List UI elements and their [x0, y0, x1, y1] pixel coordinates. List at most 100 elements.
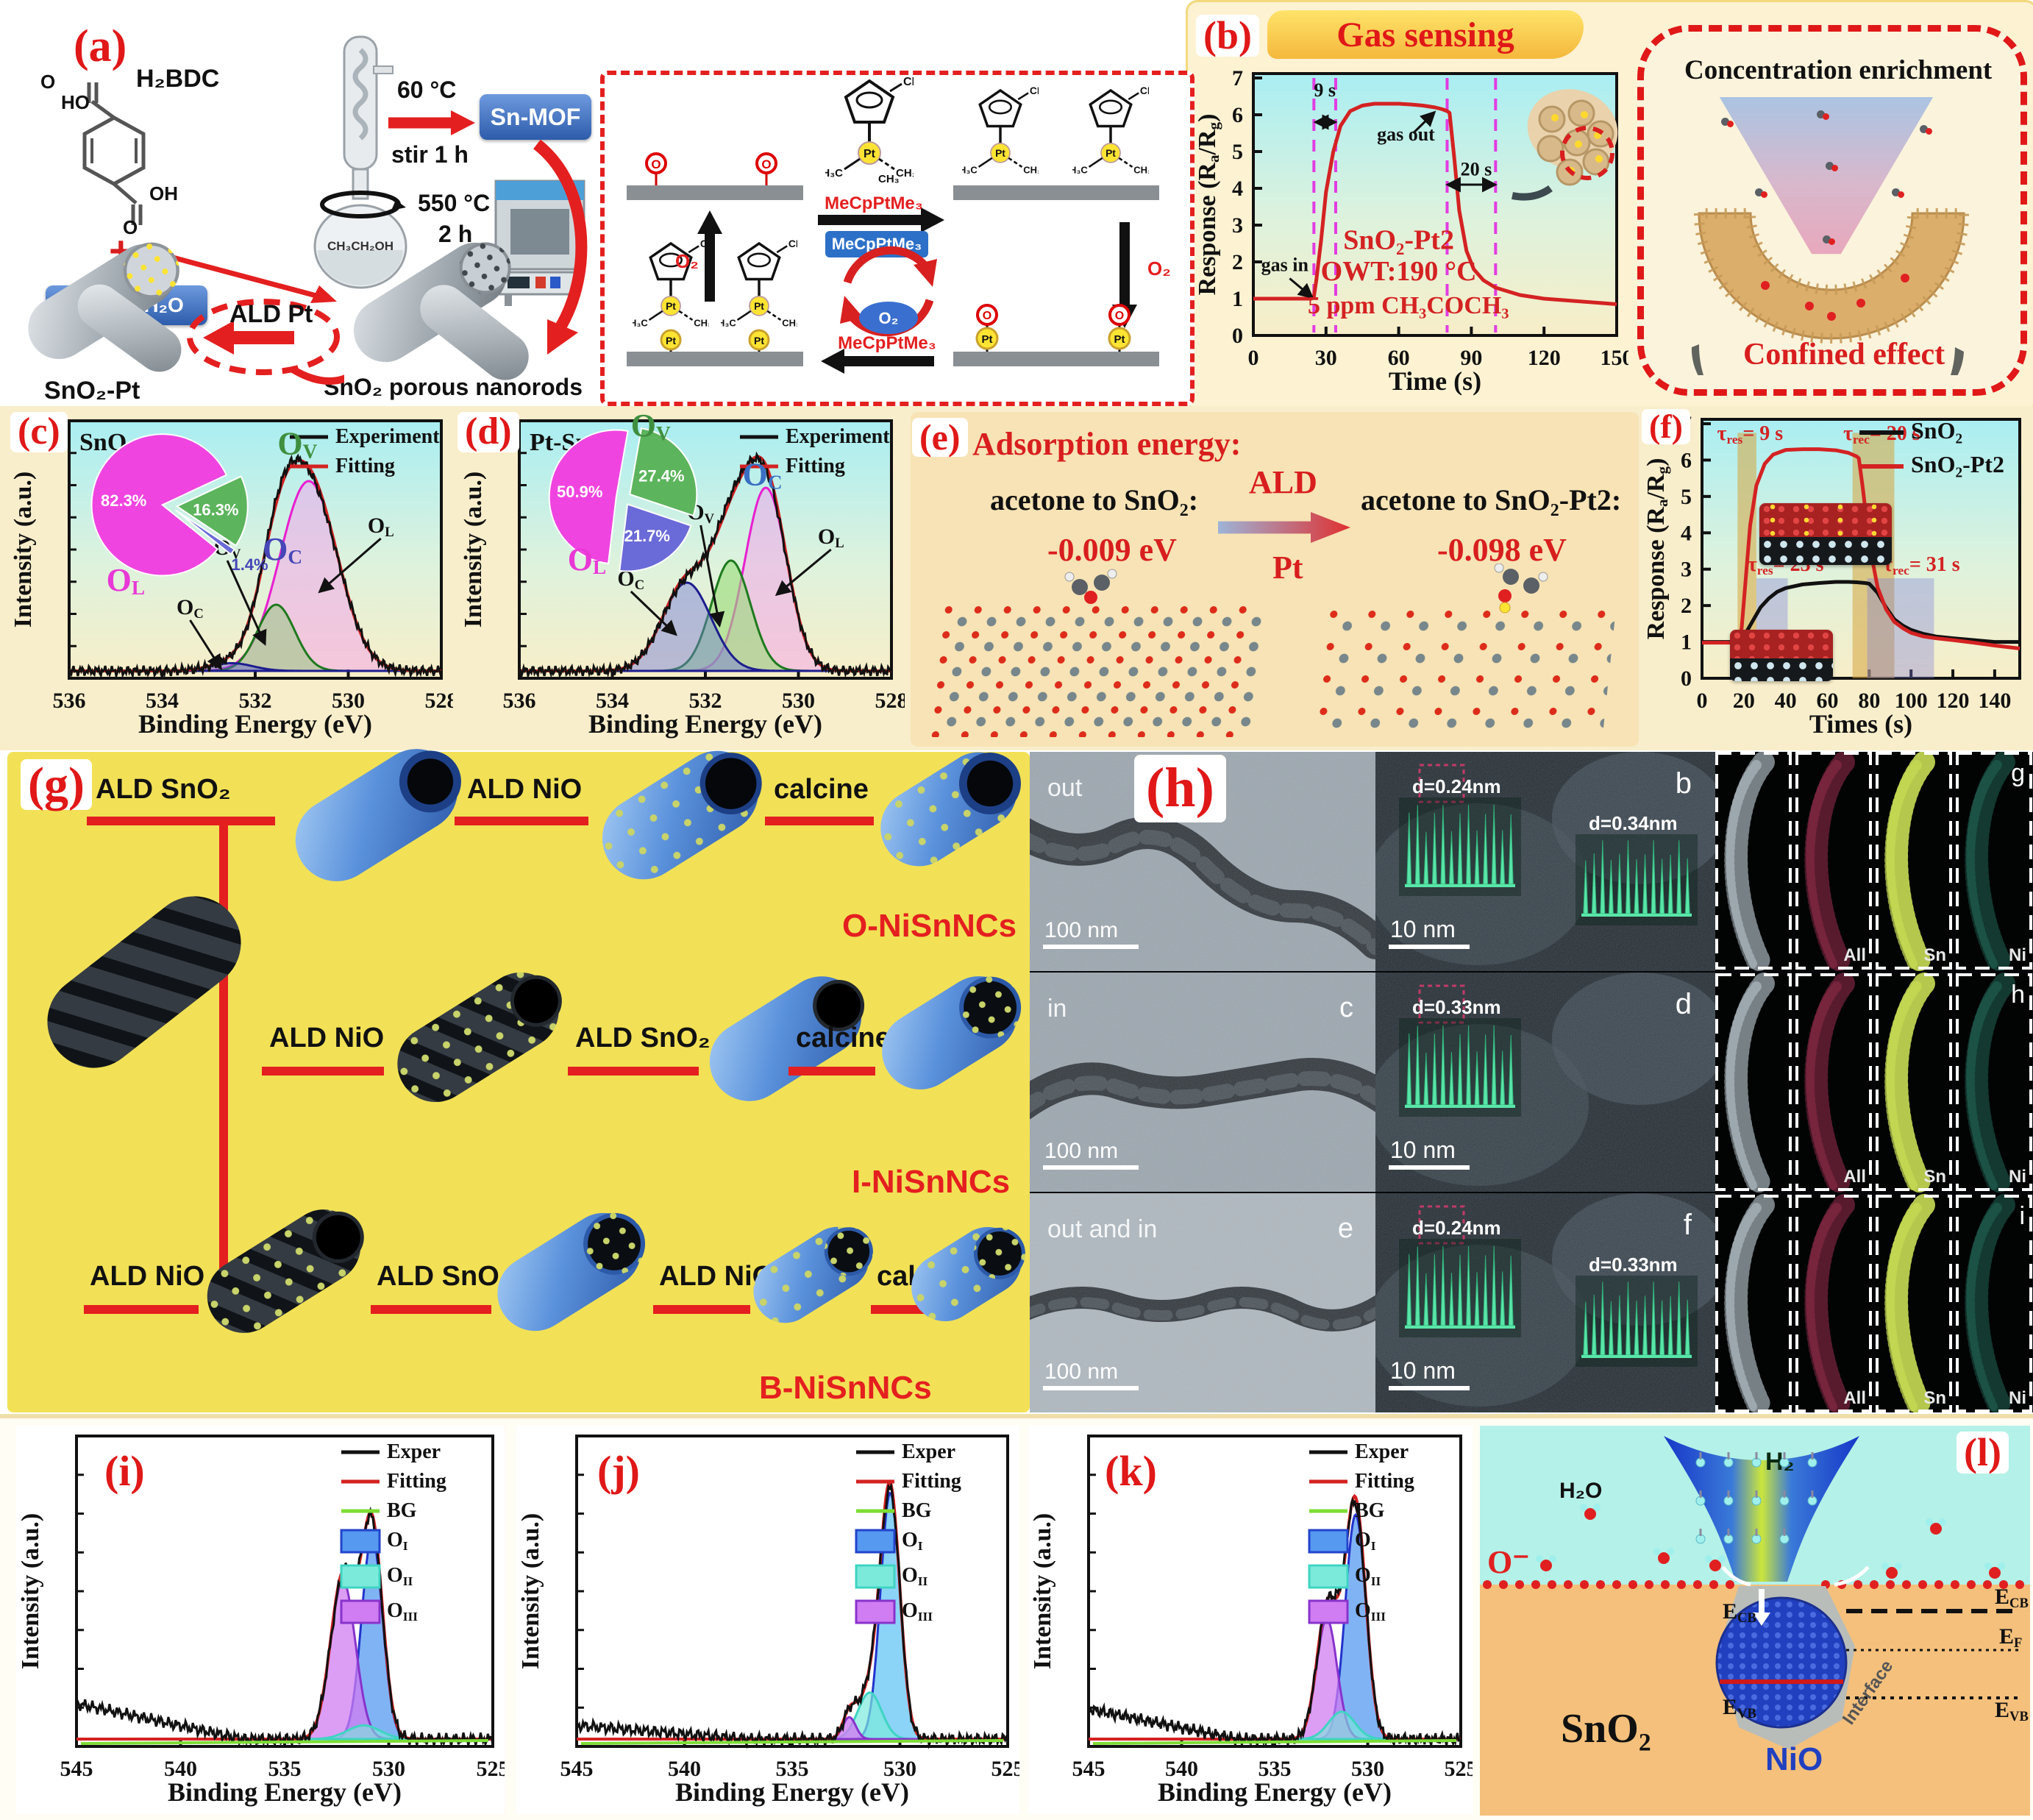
svg-text:OC: OC [177, 595, 204, 622]
sno2pt-label: SnO₂-Pt [44, 377, 140, 405]
flow-line [568, 1067, 699, 1076]
sno2-pt2-lattice [1315, 609, 1617, 736]
svg-text:545: 545 [560, 1757, 594, 1781]
svg-text:100 nm: 100 nm [1044, 1139, 1118, 1163]
svg-text:80: 80 [1858, 689, 1880, 713]
svg-text:SnO₂: SnO₂ [1911, 417, 1962, 444]
svg-text:OII: OII [387, 1564, 413, 1588]
svg-text:d=0.34nm: d=0.34nm [1589, 812, 1678, 834]
svg-text:20: 20 [1733, 689, 1755, 713]
panel-c-label: (c) [10, 411, 68, 452]
svg-text:d=0.33nm: d=0.33nm [1589, 1254, 1678, 1276]
element-maps: All Sn Ni g All Sn Ni h All Sn Ni i [1715, 752, 2032, 1412]
svg-text:OC: OC [743, 457, 783, 494]
panel-b-gas-sensing: Gas sensing (b) 0 30 60 90 120 150 0 1 2 3 4 5 6 7 Tim… [1190, 4, 1631, 406]
panel-g-label: (g) [21, 759, 92, 810]
panel-j-chart: 545 540 535 530 525 Binding Energy (eV) Intens… [517, 1435, 1025, 1807]
svg-text:540: 540 [164, 1757, 197, 1781]
svg-text:535: 535 [268, 1757, 302, 1781]
svg-text:All: All [1843, 1167, 1866, 1187]
svg-text:545: 545 [1072, 1757, 1105, 1781]
svg-text:2: 2 [1232, 250, 1243, 274]
svg-text:530: 530 [332, 689, 365, 713]
svg-text:OWT:190 °C: OWT:190 °C [1321, 256, 1477, 287]
step-ald-sno2-r3: ALD SnO₂ [377, 1261, 512, 1292]
svg-text:Fitting: Fitting [387, 1470, 446, 1493]
panel-e-adsorption: (e) Adsorption energy: acetone to SnO₂: … [911, 412, 1639, 747]
svg-text:O₂: O₂ [1147, 257, 1171, 280]
flask-condenser: CH₃CH₂OH [313, 35, 407, 289]
panel-a-synthesis: (a) HO OH O O H₂BDC + SnCl₂·2H₂O [0, 0, 597, 406]
svg-text:OV: OV [277, 426, 317, 463]
panel-d-chart: 536 534 532 530 528 Binding Energy (eV) Intens… [460, 408, 908, 739]
panel-a-label: (a) [74, 21, 127, 71]
svg-text:50.9%: 50.9% [557, 483, 602, 501]
svg-text:Fitting: Fitting [1355, 1470, 1414, 1493]
svg-text:100: 100 [1895, 689, 1928, 713]
slab-bottom [1759, 537, 1892, 565]
svg-text:OL: OL [107, 562, 145, 599]
svg-text:Binding Energy (eV): Binding Energy (eV) [675, 1777, 909, 1807]
svg-text:5 ppm CH₃COCH₃: 5 ppm CH₃COCH₃ [1308, 292, 1509, 319]
gas-molecule [1826, 162, 1838, 171]
h2bdc-structure: HO OH O O [40, 71, 178, 238]
svg-text:536: 536 [503, 689, 536, 713]
slab-top [1730, 630, 1833, 658]
svg-text:O: O [761, 157, 771, 171]
svg-text:5: 5 [1232, 140, 1243, 164]
svg-text:Experiment: Experiment [786, 425, 890, 448]
svg-text:MeCpPtMe₃: MeCpPtMe₃ [825, 193, 923, 213]
svg-text:Sn: Sn [1923, 1167, 1946, 1187]
svg-text:OL: OL [818, 525, 844, 551]
svg-text:O: O [1115, 310, 1124, 322]
svg-text:9 s: 9 s [1314, 79, 1336, 101]
svg-text:SnO₂: SnO₂ [1561, 1706, 1651, 1752]
ald-cycle-diagram: O O CH₃ MeCpPtMe₃ MeCpPtMe₃ O₂ [627, 75, 1171, 374]
svg-text:EVB: EVB [1723, 1695, 1756, 1721]
svg-text:Fitting: Fitting [786, 455, 845, 477]
step-ald-sno2-r2: ALD SnO₂ [575, 1023, 711, 1053]
svg-text:Pt: Pt [754, 335, 764, 346]
panel-f-label: (f) [1642, 408, 1690, 445]
black-rod-dots [382, 958, 574, 1117]
svg-text:Pt: Pt [982, 333, 993, 346]
svg-text:HO: HO [61, 91, 90, 113]
blue-tube-dots-in-r3 [483, 1198, 657, 1346]
flow-line [371, 1305, 491, 1314]
product-i-nisnncs: I-NiSnNCs [852, 1164, 1011, 1200]
step-ald-nio-r1: ALD NiO [467, 774, 583, 805]
svg-text:OI: OI [1355, 1529, 1376, 1553]
gas-sensing-title: Gas sensing [1336, 15, 1514, 54]
svg-text:532: 532 [239, 689, 272, 713]
svg-text:0: 0 [1697, 689, 1708, 713]
svg-text:5: 5 [1681, 485, 1692, 509]
svg-text:1: 1 [1681, 630, 1692, 655]
panel-b-label: (b) [1196, 15, 1259, 57]
svg-text:EF: EF [1999, 1624, 2022, 1651]
svg-text:d=0.33nm: d=0.33nm [1412, 996, 1501, 1018]
svg-text:O: O [651, 157, 661, 171]
slab-bottom [1730, 658, 1833, 681]
svg-text:6: 6 [1232, 103, 1243, 127]
svg-text:540: 540 [668, 1757, 701, 1781]
svg-text:534: 534 [596, 689, 629, 713]
svg-text:OIII: OIII [387, 1599, 418, 1624]
svg-text:Pt: Pt [1114, 333, 1125, 346]
svg-text:OC: OC [617, 566, 644, 593]
acetone-sno2-value: -0.009 eV [1047, 532, 1177, 568]
o-nisnncs-tube [866, 737, 1033, 881]
nanorod-bundle-inset [1512, 89, 1618, 201]
panel-f-response: 02040608010012014001234567Times (s)Respo… [1642, 408, 2032, 749]
acetone-molecule-right [1494, 564, 1548, 614]
step-ald-sno2-r1: ALD SnO₂ [96, 774, 231, 805]
svg-text:OIII: OIII [902, 1599, 933, 1624]
svg-text:10 nm: 10 nm [1390, 1137, 1456, 1163]
svg-text:Intensity (a.u.): Intensity (a.u.) [10, 472, 37, 628]
acetone-sno2: acetone to SnO₂: [990, 483, 1199, 516]
step-calcine-r2: calcine [796, 1023, 891, 1053]
svg-text:535: 535 [776, 1757, 809, 1781]
furnace-temp: 550 °C [418, 190, 491, 216]
svg-text:Time (s): Time (s) [1389, 366, 1481, 396]
panel-i-label: (i) [104, 1447, 145, 1495]
blue-nanotube-dots-out [586, 735, 775, 895]
